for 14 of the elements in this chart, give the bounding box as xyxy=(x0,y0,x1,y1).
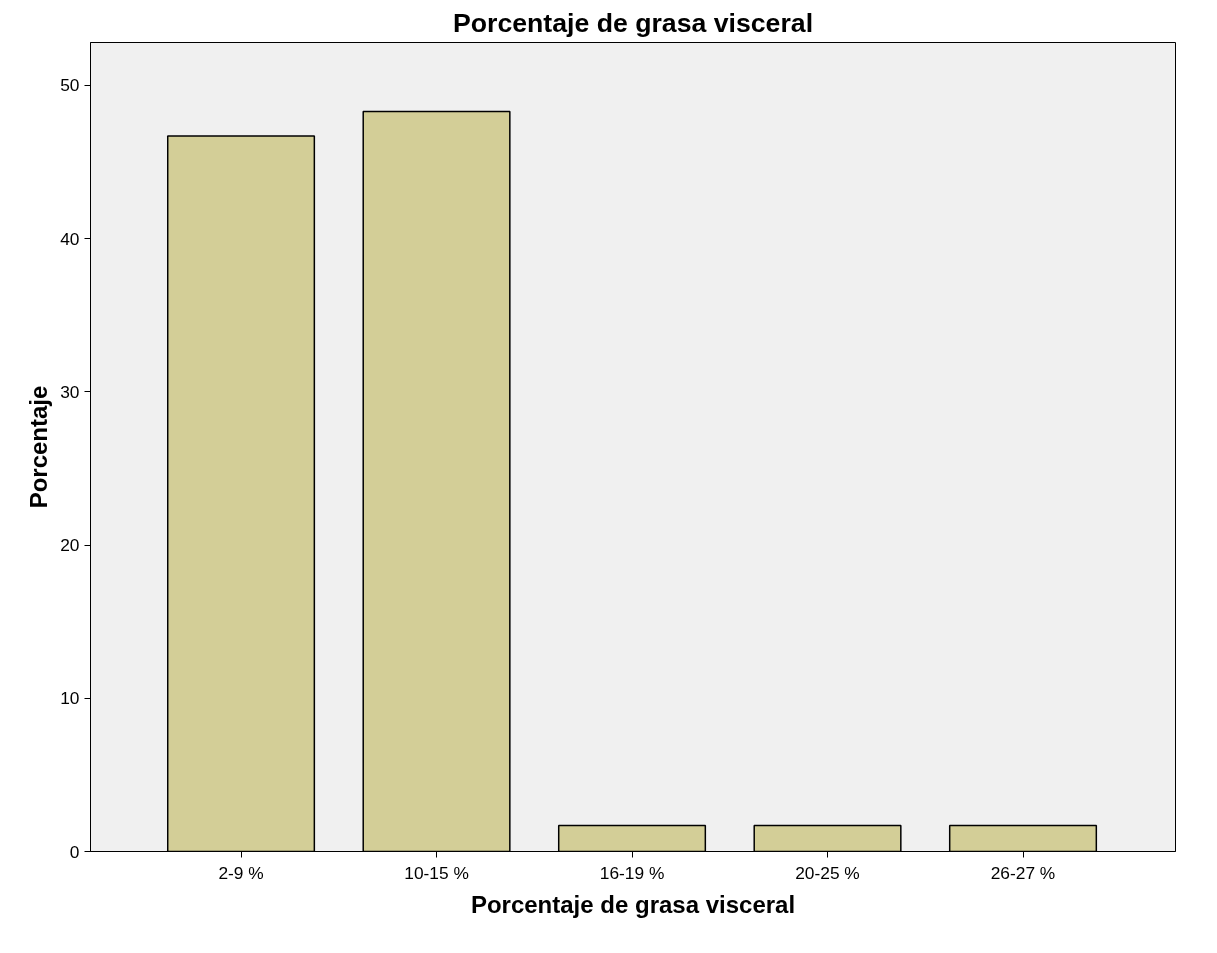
y-tick-label: 20 xyxy=(60,535,80,556)
y-tick-label: 0 xyxy=(69,841,80,862)
x-tick-label: 20-25 % xyxy=(795,862,860,883)
y-tick-label: 30 xyxy=(60,381,80,402)
y-tick-label: 50 xyxy=(60,75,80,96)
y-tick-label: 40 xyxy=(60,228,80,249)
y-axis-title: Porcentaje xyxy=(25,385,53,509)
x-axis-title: Porcentaje de grasa visceral xyxy=(470,890,796,918)
y-tick-label: 10 xyxy=(60,688,80,709)
x-tick-label: 16-19 % xyxy=(599,862,665,883)
x-tick-label: 26-27 % xyxy=(990,862,1056,883)
x-tick-label: 10-15 % xyxy=(404,862,469,883)
x-tick-label: 2-9 % xyxy=(218,862,264,883)
chart-title: Porcentaje de grasa visceral xyxy=(452,7,814,38)
